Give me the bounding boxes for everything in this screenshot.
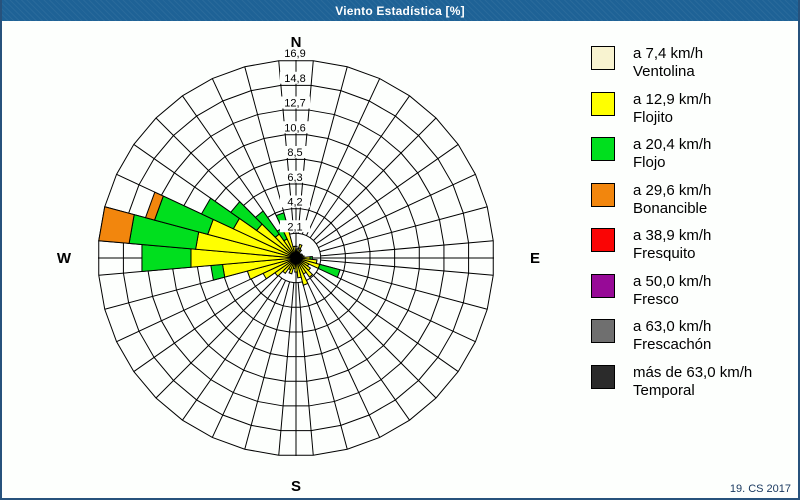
legend-class-name: Ventolina bbox=[633, 63, 695, 80]
grid-spoke bbox=[211, 280, 286, 438]
legend-text: a 29,6 km/h Bonancible bbox=[633, 182, 711, 218]
ring-label-bg bbox=[280, 121, 310, 134]
legend-swatch bbox=[591, 46, 615, 70]
compass-w-label: W bbox=[57, 250, 72, 267]
ring-label-bg bbox=[280, 170, 310, 183]
legend-text: a 38,9 km/h Fresquito bbox=[633, 227, 711, 263]
petal-segment-20-Flojito bbox=[298, 243, 303, 250]
grid-spoke bbox=[309, 277, 410, 421]
legend-item: a 29,6 km/h Bonancible bbox=[591, 182, 796, 228]
ring-label: 10,6 bbox=[284, 122, 305, 134]
ring-label-bg bbox=[280, 220, 310, 233]
grid-spoke bbox=[309, 95, 410, 239]
legend-class-name: Flojito bbox=[633, 108, 674, 126]
grid-spoke bbox=[306, 78, 381, 236]
ring-label-bg bbox=[280, 47, 310, 59]
legend-class-name: Fresco bbox=[633, 290, 679, 308]
grid-spoke bbox=[318, 173, 476, 248]
legend-speed-label: a 12,9 km/h bbox=[633, 90, 712, 108]
petal-segment-310-Flojo bbox=[230, 200, 263, 232]
grid-spoke bbox=[155, 275, 279, 399]
legend-text: a 12,9 km/h Flojito bbox=[633, 91, 711, 127]
grid-spoke bbox=[116, 268, 274, 343]
grid-spoke bbox=[211, 78, 286, 236]
petal-segment-350-Flojito bbox=[292, 245, 297, 256]
legend-swatch bbox=[591, 182, 615, 207]
grid-spoke bbox=[318, 268, 476, 343]
petal-segment-300-Flojo bbox=[200, 197, 241, 230]
legend-speed-label: a 38,9 km/h bbox=[633, 227, 712, 244]
legend-swatch bbox=[591, 137, 615, 161]
legend-item: más de 63,0 km/h Temporal bbox=[591, 364, 796, 410]
grid-spoke bbox=[320, 240, 494, 257]
ring-label-bg bbox=[280, 71, 310, 84]
grid-spoke bbox=[315, 144, 459, 245]
grid-spoke bbox=[297, 282, 314, 456]
legend-text: a 7,4 km/h Ventolina bbox=[633, 45, 703, 81]
footer-credit: 19. CS 2017 bbox=[729, 483, 791, 495]
legend-text: a 20,4 km/h Flojo bbox=[633, 136, 711, 172]
compass-n-label: N bbox=[291, 34, 302, 51]
legend-class-name: Flojo bbox=[633, 154, 666, 171]
grid-spoke bbox=[313, 117, 437, 241]
grid-spoke bbox=[244, 281, 291, 450]
legend-item: a 7,4 km/h Ventolina bbox=[591, 45, 796, 91]
petal-segment-290-Bonancible bbox=[144, 191, 164, 221]
grid-spoke bbox=[315, 271, 459, 372]
grid-spoke bbox=[319, 263, 488, 310]
petal-segment-320-Flojo bbox=[254, 210, 280, 238]
legend-text: a 50,0 km/h Fresco bbox=[633, 273, 711, 309]
grid-spoke bbox=[319, 206, 488, 253]
legend-swatch bbox=[591, 319, 615, 343]
ring-label-bg bbox=[280, 146, 310, 158]
legend-item: a 12,9 km/h Flojito bbox=[591, 91, 796, 137]
legend-item: a 38,9 km/h Fresquito bbox=[591, 227, 796, 273]
legend-speed-label: a 20,4 km/h bbox=[633, 136, 712, 153]
legend-class-name: Bonancible bbox=[633, 199, 708, 217]
compass-s-label: S bbox=[291, 478, 301, 495]
grid-spoke bbox=[278, 282, 295, 456]
legend-swatch bbox=[591, 364, 615, 389]
legend: a 7,4 km/h Ventolina a 12,9 km/h Flojito a 2… bbox=[591, 45, 796, 409]
ring-label-bg bbox=[280, 96, 310, 109]
ring-label: 4,2 bbox=[287, 197, 302, 209]
compass-e-label: E bbox=[530, 250, 540, 267]
legend-class-name: Frescachón bbox=[633, 336, 712, 353]
grid-spoke bbox=[313, 275, 437, 399]
ring-label: 14,8 bbox=[284, 73, 305, 85]
legend-text: más de 63,0 km/h Temporal bbox=[633, 364, 752, 400]
petal-segment-110-Flojo bbox=[317, 263, 341, 278]
grid-spoke bbox=[182, 277, 283, 421]
legend-text: a 63,0 km/h Frescachón bbox=[633, 318, 711, 354]
grid-spoke bbox=[301, 281, 348, 450]
legend-swatch bbox=[591, 91, 615, 116]
ring-label-bg bbox=[280, 195, 310, 208]
ring-label: 2,1 bbox=[287, 221, 302, 233]
legend-speed-label: a 50,0 km/h bbox=[633, 272, 712, 290]
window-title: Viento Estadística [%] bbox=[335, 3, 465, 18]
title-bar: Viento Estadística [%] bbox=[2, 0, 798, 21]
ring-label: 12,7 bbox=[284, 98, 305, 110]
legend-speed-label: a 29,6 km/h bbox=[633, 181, 712, 199]
ring-label: 16,9 bbox=[284, 48, 305, 60]
legend-speed-label: a 63,0 km/h bbox=[633, 318, 712, 335]
petal-segment-260-Flojo bbox=[210, 263, 226, 281]
legend-class-name: Fresquito bbox=[633, 245, 696, 262]
legend-item: a 50,0 km/h Fresco bbox=[591, 273, 796, 319]
legend-item: a 63,0 km/h Frescachón bbox=[591, 318, 796, 364]
legend-speed-label: a 7,4 km/h bbox=[633, 45, 704, 62]
legend-class-name: Temporal bbox=[633, 381, 695, 399]
legend-swatch bbox=[591, 273, 615, 298]
ring-label: 8,5 bbox=[287, 147, 302, 159]
grid-spoke bbox=[320, 259, 494, 276]
petal-segment-280-Bonancible bbox=[98, 206, 135, 244]
grid-spoke bbox=[133, 271, 277, 372]
legend-speed-label: más de 63,0 km/h bbox=[633, 363, 753, 381]
legend-swatch bbox=[591, 228, 615, 252]
legend-item: a 20,4 km/h Flojo bbox=[591, 136, 796, 182]
ring-label: 6,3 bbox=[287, 172, 302, 184]
grid-spoke bbox=[306, 280, 381, 438]
